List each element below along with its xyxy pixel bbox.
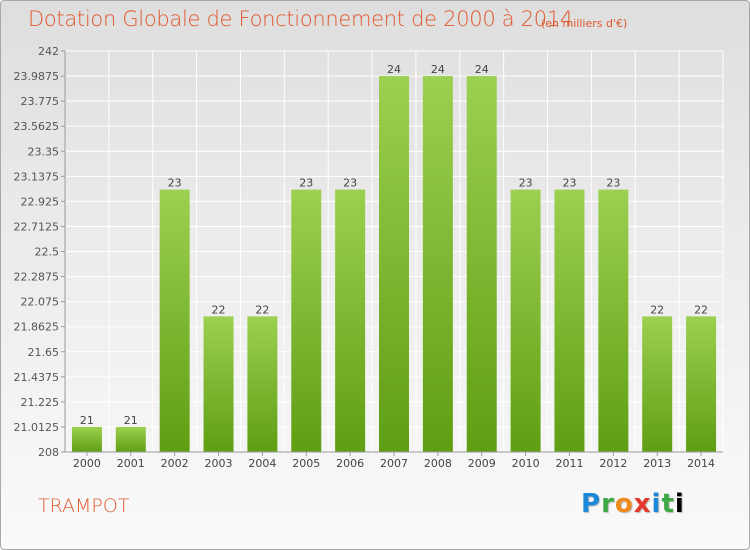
data-label-2007: 24 bbox=[387, 63, 401, 76]
bar-2005 bbox=[291, 189, 322, 453]
x-tick-label: 2013 bbox=[643, 457, 671, 470]
x-tick-label: 2009 bbox=[468, 457, 496, 470]
bar-2003 bbox=[203, 316, 234, 452]
bar-2006 bbox=[335, 189, 366, 453]
data-label-2003: 22 bbox=[212, 303, 226, 316]
x-tick-label: 2000 bbox=[73, 457, 101, 470]
bar-2004 bbox=[247, 316, 278, 452]
y-tick-label: 21.225 bbox=[21, 396, 60, 409]
x-tick-label: 2012 bbox=[599, 457, 627, 470]
bar-2002 bbox=[159, 189, 190, 453]
bars: 21 21 23 22 22 23 23 24 24 24 23 23 23 22 22 bbox=[71, 63, 717, 453]
data-label-2000: 21 bbox=[80, 414, 94, 427]
bar-2001 bbox=[115, 426, 146, 452]
bar-2000 bbox=[71, 426, 102, 452]
data-label-2006: 23 bbox=[343, 177, 357, 190]
data-label-2005: 23 bbox=[299, 177, 313, 190]
x-tick-label: 2014 bbox=[687, 457, 715, 470]
x-tick-label: 2004 bbox=[248, 457, 276, 470]
y-tick-label: 22.5 bbox=[35, 246, 60, 259]
data-label-2001: 21 bbox=[124, 414, 138, 427]
y-tick-label: 21.0125 bbox=[14, 421, 60, 434]
data-label-2009: 24 bbox=[475, 63, 489, 76]
proxiti-logo: Proxiti bbox=[581, 489, 685, 519]
bar-2013 bbox=[642, 316, 673, 452]
y-tick-label: 22.075 bbox=[21, 296, 60, 309]
data-label-2002: 23 bbox=[168, 177, 182, 190]
x-tick-label: 2002 bbox=[161, 457, 189, 470]
x-tick-label: 2007 bbox=[380, 457, 408, 470]
bar-2009 bbox=[466, 76, 497, 452]
commune-name: TRAMPOT bbox=[38, 495, 130, 517]
y-tick-label: 21.4375 bbox=[14, 371, 60, 384]
x-tick-label: 2008 bbox=[424, 457, 452, 470]
data-label-2010: 23 bbox=[519, 177, 533, 190]
x-tick-label: 2011 bbox=[555, 457, 583, 470]
bar-2014 bbox=[686, 316, 717, 452]
x-tick-label: 2003 bbox=[205, 457, 233, 470]
data-label-2014: 22 bbox=[694, 303, 708, 316]
y-tick-label: 208 bbox=[38, 446, 59, 459]
y-tick-label: 21.8625 bbox=[14, 321, 60, 334]
y-tick-label: 22.2875 bbox=[14, 271, 60, 284]
y-tick-label: 22.7125 bbox=[14, 220, 60, 233]
y-tick-label: 21.65 bbox=[28, 346, 60, 359]
chart-title: Dotation Globale de Fonctionnement de 20… bbox=[28, 7, 573, 31]
y-tick-label: 23.35 bbox=[28, 145, 60, 158]
data-label-2012: 23 bbox=[606, 177, 620, 190]
chart-subtitle: (en milliers d'€) bbox=[541, 17, 628, 30]
x-tick-label: 2001 bbox=[117, 457, 145, 470]
y-tick-label: 23.775 bbox=[21, 95, 60, 108]
y-tick-label: 22.925 bbox=[21, 195, 60, 208]
bar-2011 bbox=[554, 189, 585, 453]
y-tick-label: 242 bbox=[38, 45, 59, 58]
data-label-2008: 24 bbox=[431, 63, 445, 76]
data-label-2004: 22 bbox=[255, 303, 269, 316]
bar-2007 bbox=[379, 76, 409, 452]
x-tick-label: 2010 bbox=[512, 457, 540, 470]
axes: 208 21.0125 21.225 21.4375 21.65 21.8625 22.07… bbox=[14, 45, 723, 470]
bar-2008 bbox=[422, 76, 453, 452]
bar-2012 bbox=[598, 189, 629, 453]
bar-2010 bbox=[510, 189, 541, 453]
y-tick-label: 23.9875 bbox=[14, 70, 60, 83]
x-tick-label: 2005 bbox=[292, 457, 320, 470]
y-tick-label: 23.5625 bbox=[14, 120, 60, 133]
x-tick-label: 2006 bbox=[336, 457, 364, 470]
data-label-2013: 22 bbox=[650, 303, 664, 316]
y-tick-label: 23.1375 bbox=[14, 170, 60, 183]
data-label-2011: 23 bbox=[562, 177, 576, 190]
